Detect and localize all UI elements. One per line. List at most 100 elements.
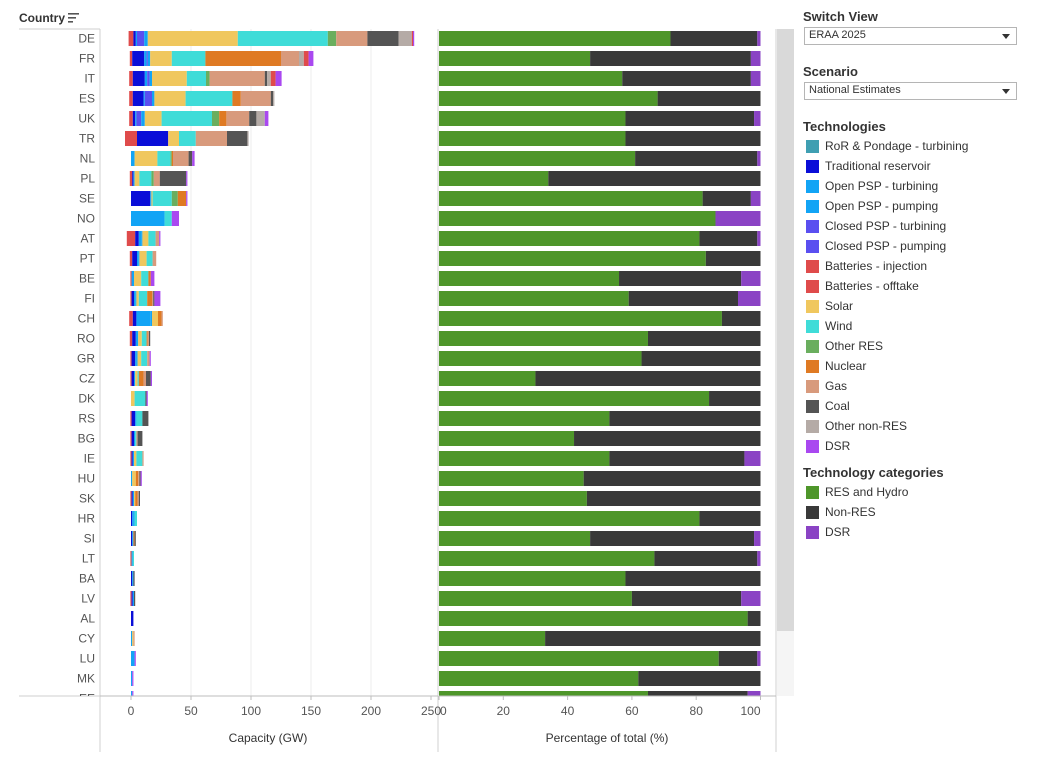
capacity-bar-it-seg0 <box>129 71 133 86</box>
capacity-bar-ch-seg5 <box>152 311 158 326</box>
scenario-value: National Estimates <box>809 84 901 96</box>
capacity-axis-title: Capacity (GW) <box>229 731 308 745</box>
percent-bar-bg-res-and-hydro <box>439 431 575 446</box>
capacity-bar-nl-seg4 <box>131 151 135 166</box>
percent-bar-al-res-and-hydro <box>439 611 748 626</box>
percent-bar-ba-res-and-hydro <box>439 571 626 586</box>
scrollbar-thumb[interactable] <box>777 29 794 631</box>
percent-bar-cy-res-and-hydro <box>439 631 546 646</box>
capacity-bar-no-seg13 <box>171 211 179 226</box>
capacity-bar-es-seg4 <box>152 91 155 106</box>
capacity-bar-tr-seg9 <box>195 131 227 146</box>
country-label-fi: FI <box>84 292 95 306</box>
percent-bar-gr-res-and-hydro <box>439 351 642 366</box>
capacity-bar-sk-seg1 <box>131 491 133 506</box>
capacity-bar-cz-seg13 <box>150 371 152 386</box>
sort-icon[interactable] <box>68 13 79 23</box>
capacity-bar-rs-seg1 <box>131 411 136 426</box>
percent-bar-gr-non-res <box>641 351 761 366</box>
percent-bar-ie-res-and-hydro <box>439 451 610 466</box>
percent-bar-at-non-res <box>699 231 758 246</box>
capacity-bar-uk-seg6 <box>161 111 212 126</box>
capacity-bar-ie-seg0 <box>130 451 132 466</box>
capacity-bar-cz-seg6 <box>137 371 139 386</box>
percent-tick-100: 100 <box>740 704 760 718</box>
capacity-tick-50: 50 <box>184 704 198 718</box>
legend-label: Solar <box>825 299 854 313</box>
capacity-tick-200: 200 <box>361 704 381 718</box>
capacity-bar-pt-seg0 <box>129 251 133 266</box>
capacity-bar-fi-seg10 <box>153 291 155 306</box>
switch-view-dropdown[interactable]: ERAA 2025 <box>804 27 1017 45</box>
capacity-bar-mk-seg4 <box>131 671 133 686</box>
capacity-bar-at-seg6 <box>148 231 156 246</box>
percent-bar-pl-res-and-hydro <box>439 171 549 186</box>
capacity-bar-es-seg6 <box>185 91 233 106</box>
capacity-bar-ro-seg0 <box>129 331 133 346</box>
capacity-bar-be-seg5 <box>134 271 142 286</box>
capacity-bar-pl-seg13 <box>186 171 188 186</box>
capacity-bar-hr-seg1 <box>131 511 133 526</box>
percent-bar-es-non-res <box>657 91 761 106</box>
capacity-bar-pl-seg10 <box>159 171 187 186</box>
capacity-bar-si-seg4 <box>132 531 134 546</box>
charts-canvas: DE FR IT ES UK TR NL PL SE NO AT PT BE FI CH RO GR CZ DK RS… <box>19 28 777 752</box>
legend-swatch <box>806 300 819 313</box>
percent-bar-lt-res-and-hydro <box>439 551 655 566</box>
percent-bar-no-res-and-hydro <box>439 211 716 226</box>
capacity-bar-hu-seg8 <box>135 471 139 486</box>
capacity-bar-uk-seg4 <box>141 111 145 126</box>
country-label-pt: PT <box>80 252 96 266</box>
legend-label: Nuclear <box>825 359 867 373</box>
capacity-bar-rs-seg4 <box>135 411 137 426</box>
percent-bar-dk-res-and-hydro <box>439 391 710 406</box>
capacity-bar-se-seg6 <box>152 191 172 206</box>
percent-bar-nl-dsr <box>757 151 761 166</box>
capacity-bar-es-seg5 <box>154 91 186 106</box>
capacity-bar-se-seg1 <box>131 191 151 206</box>
capacity-bar-de-seg2 <box>135 31 137 46</box>
capacity-bar-pt-seg1 <box>132 251 137 266</box>
legend-swatch <box>806 140 819 153</box>
capacity-bar-it-seg12 <box>270 71 276 86</box>
capacity-bar-es-seg1 <box>132 91 144 106</box>
percent-bar-ee-dsr <box>747 691 761 696</box>
percent-bar-lu-res-and-hydro <box>439 651 719 666</box>
legend-swatch <box>806 440 819 453</box>
capacity-bar-sk-seg4 <box>132 491 134 506</box>
percent-bar-mk-non-res <box>638 671 761 686</box>
capacity-bar-be-seg4 <box>131 271 134 286</box>
capacity-bar-ro-seg8 <box>146 331 148 346</box>
percent-bar-lu-non-res <box>718 651 758 666</box>
capacity-bar-cz-seg4 <box>134 371 136 386</box>
capacity-bar-de-seg3 <box>137 31 145 46</box>
percent-bar-ro-non-res <box>647 331 761 346</box>
capacity-bar-be-seg6 <box>141 271 149 286</box>
capacity-bar-lv-seg0 <box>130 591 132 606</box>
legend-label: Closed PSP - pumping <box>825 239 947 253</box>
percent-bar-fi-non-res <box>628 291 738 306</box>
percent-bar-ee-res-and-hydro <box>439 691 648 696</box>
percent-tick-60: 60 <box>625 704 639 718</box>
capacity-bar-nl-seg8 <box>171 151 173 166</box>
country-label-gr: GR <box>77 352 95 366</box>
country-label-sk: SK <box>79 492 95 506</box>
capacity-bar-be-seg13 <box>150 271 155 286</box>
percent-bar-fr-res-and-hydro <box>439 51 591 66</box>
capacity-bar-dk-seg13 <box>146 391 148 406</box>
capacity-bar-ro-seg9 <box>147 331 149 346</box>
percent-bar-uk-non-res <box>625 111 755 126</box>
percent-bar-lt-non-res <box>654 551 758 566</box>
legend-label: Gas <box>825 379 848 393</box>
capacity-bar-uk-seg2 <box>135 111 137 126</box>
scenario-dropdown[interactable]: National Estimates <box>804 82 1017 100</box>
percent-bar-sk-res-and-hydro <box>439 491 587 506</box>
capacity-bar-fi-seg9 <box>152 291 154 306</box>
capacity-bar-gr-seg2 <box>135 351 137 366</box>
capacity-bar-pt-seg4 <box>138 251 140 266</box>
capacity-bar-cz-seg9 <box>143 371 146 386</box>
percent-bar-be-dsr <box>741 271 761 286</box>
percent-bar-it-res-and-hydro <box>439 71 623 86</box>
country-header[interactable]: Country <box>19 11 65 25</box>
percent-bar-hu-non-res <box>583 471 761 486</box>
